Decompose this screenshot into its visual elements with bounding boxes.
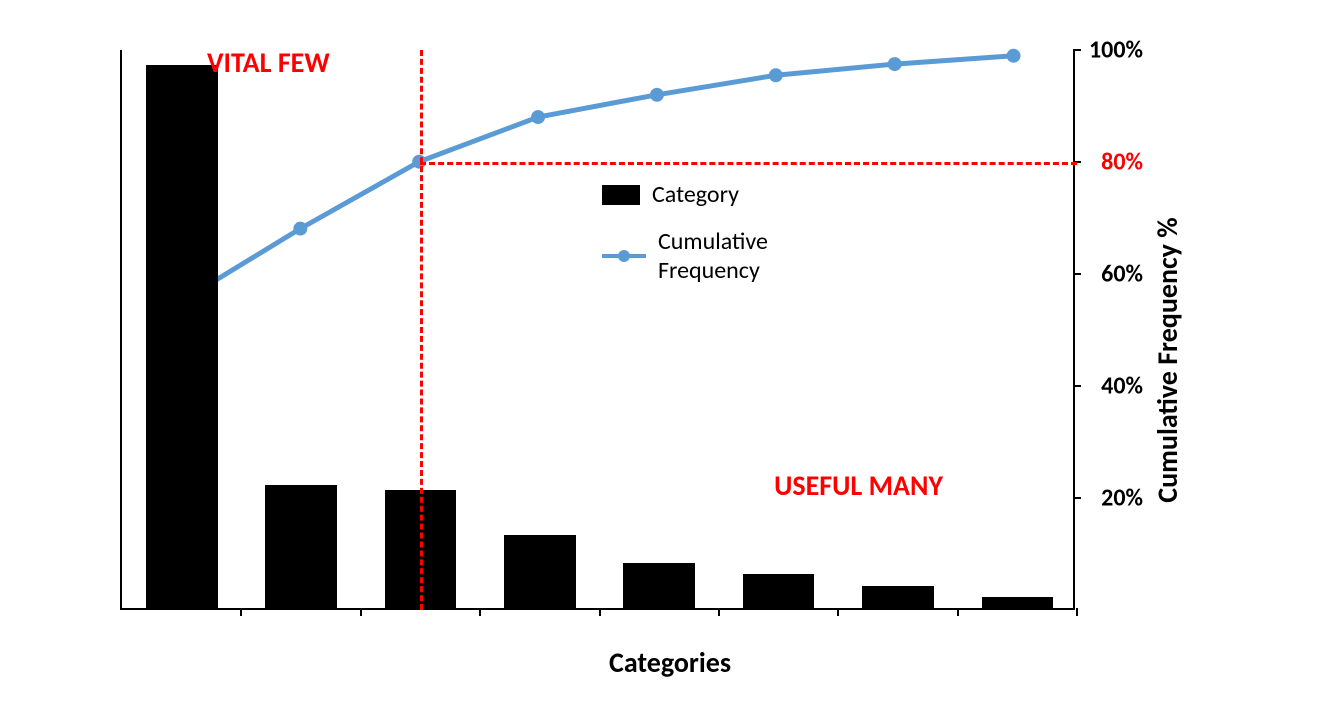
legend-label: CumulativeFrequency bbox=[658, 227, 768, 285]
legend: Category CumulativeFrequency bbox=[602, 180, 768, 303]
pareto-chart: Measure of interest Cumulative Frequency… bbox=[40, 20, 1300, 700]
useful-many-label: USEFUL MANY bbox=[774, 468, 943, 503]
bar bbox=[265, 485, 337, 608]
y-right-tick: 40% bbox=[1101, 372, 1143, 401]
bar bbox=[623, 563, 695, 608]
y-right-tick: 20% bbox=[1101, 484, 1143, 513]
plot-area: 20%40%60%80%100%VITAL FEWUSEFUL MANYCate… bbox=[120, 50, 1075, 610]
threshold-horizontal bbox=[420, 162, 1077, 165]
bar bbox=[982, 597, 1054, 608]
legend-swatch-bar bbox=[602, 185, 640, 205]
legend-swatch-line bbox=[602, 246, 646, 266]
x-axis-label: Categories bbox=[609, 645, 731, 680]
legend-item-cumulative: CumulativeFrequency bbox=[602, 227, 768, 285]
legend-label: Category bbox=[652, 180, 739, 209]
y-axis-right-label: Cumulative Frequency % bbox=[1150, 217, 1185, 502]
vital-few-label: VITAL FEW bbox=[207, 45, 330, 80]
bar bbox=[862, 586, 934, 608]
legend-item-category: Category bbox=[602, 180, 768, 209]
y-right-tick: 60% bbox=[1101, 260, 1143, 289]
threshold-vertical bbox=[420, 50, 423, 610]
bar bbox=[504, 535, 576, 608]
bar bbox=[146, 65, 218, 608]
bar bbox=[743, 574, 815, 608]
y-right-tick: 100% bbox=[1089, 36, 1143, 65]
y-right-tick: 80% bbox=[1101, 148, 1143, 177]
